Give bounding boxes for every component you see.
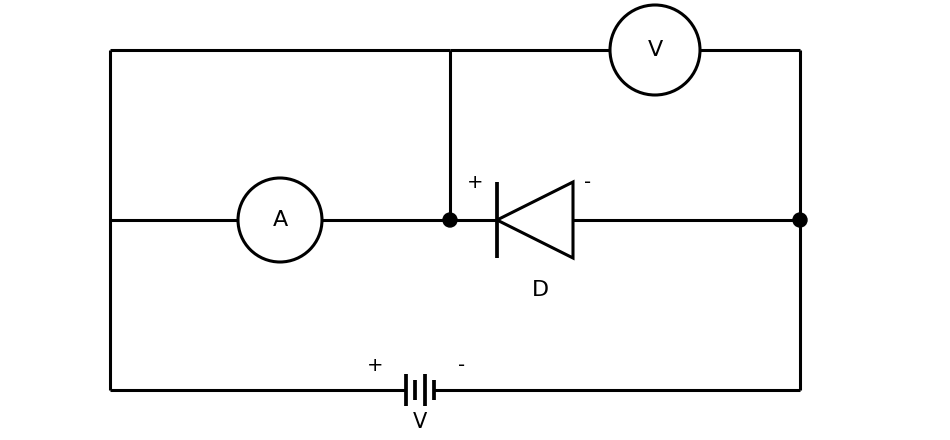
Text: +: + <box>466 172 484 191</box>
Text: V: V <box>413 412 428 432</box>
Circle shape <box>443 213 457 227</box>
Text: -: - <box>584 172 592 191</box>
Text: +: + <box>367 356 383 374</box>
Text: -: - <box>459 356 466 374</box>
Text: V: V <box>647 40 663 60</box>
Circle shape <box>793 213 807 227</box>
Text: A: A <box>273 210 288 230</box>
Text: D: D <box>531 280 548 300</box>
